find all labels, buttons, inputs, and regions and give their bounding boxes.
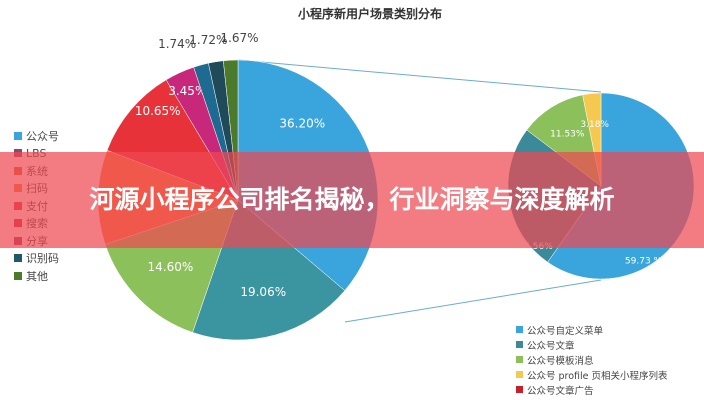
banner-text: 河源小程序公司排名揭秘，行业洞察与深度解析	[89, 185, 615, 214]
legend-swatch	[516, 341, 523, 348]
legend-right: 公众号自定义菜单 公众号文章公众号模板消息公众号 profile 页相关小程序列表…	[516, 322, 668, 397]
slice-label: 36.20%	[279, 116, 325, 130]
legend-label: 公众号 profile 页相关小程序列表	[527, 370, 668, 382]
legend-swatch	[516, 326, 523, 333]
legend-swatch	[14, 271, 22, 280]
legend-label: 公众号自定义菜单	[527, 325, 604, 337]
legend-item: 公众号文章	[516, 337, 668, 352]
slice-label: 1.74%	[158, 37, 196, 51]
slice-label: 10.65%	[135, 104, 181, 118]
legend-label: 公众号模板消息	[527, 355, 594, 367]
legend-item: 公众号 profile 页相关小程序列表	[516, 367, 668, 382]
legend-item: 公众号文章广告	[516, 382, 668, 397]
legend-item: 公众号	[14, 127, 59, 145]
legend-label: 识别码	[26, 252, 59, 266]
slice-label: 3.45%	[168, 84, 206, 98]
legend-swatch	[516, 386, 523, 393]
legend-item: 公众号自定义菜单	[516, 322, 668, 337]
slice-label: 59.73 %	[625, 257, 663, 267]
legend-swatch	[14, 254, 22, 263]
legend-item: 公众号模板消息	[516, 352, 668, 367]
legend-item: 其他	[14, 267, 59, 285]
legend-swatch	[516, 371, 523, 378]
legend-item: 识别码	[14, 250, 59, 268]
connector-line	[237, 59, 602, 93]
slice-label: 14.60%	[148, 260, 194, 274]
legend-label: 公众号文章	[527, 340, 575, 352]
connector-line	[344, 279, 602, 323]
slice-label: 19.06%	[240, 285, 286, 299]
legend-label: 公众号文章广告	[527, 385, 594, 397]
slice-label: 11.53%	[550, 129, 585, 139]
slice-label: 3.18%	[580, 120, 609, 130]
chart-title: 小程序新用户场景类别分布	[297, 7, 442, 21]
legend-label: 其他	[26, 269, 48, 283]
legend-label: 公众号	[26, 129, 59, 143]
legend-swatch	[14, 131, 22, 140]
title-banner: 河源小程序公司排名揭秘，行业洞察与深度解析	[0, 152, 704, 248]
slice-label: 1.67%	[220, 31, 258, 45]
slice-label: 1.72%	[189, 33, 227, 47]
legend-swatch	[516, 356, 523, 363]
